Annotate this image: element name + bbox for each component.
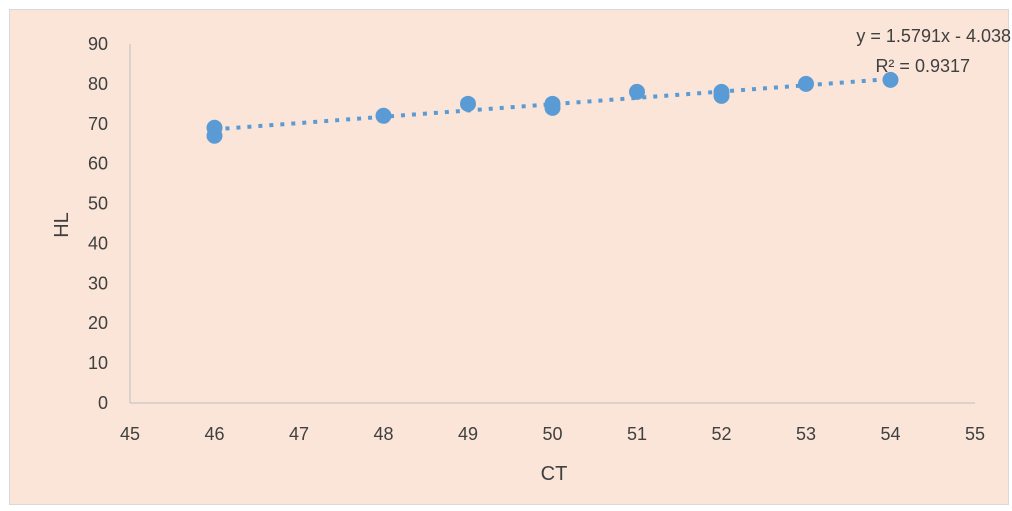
x-tick-labels: 45 46 47 48 49 50 51 52 53 54 55: [120, 424, 985, 444]
y-axis-title: HL: [51, 212, 73, 238]
y-tick-label: 40: [88, 233, 108, 253]
data-point: [375, 107, 392, 124]
data-point: [629, 83, 645, 100]
y-tick-label: 60: [88, 154, 108, 174]
x-tick-label: 47: [289, 424, 309, 444]
x-tick-label: 52: [711, 424, 731, 444]
x-tick-label: 53: [796, 424, 816, 444]
y-tick-label: 10: [88, 353, 108, 373]
y-tick-label: 50: [88, 194, 108, 214]
x-tick-label: 51: [627, 424, 647, 444]
chart-background: [10, 10, 1008, 504]
y-tick-label: 70: [88, 114, 108, 134]
x-tick-label: 50: [542, 424, 562, 444]
x-tick-label: 54: [880, 424, 900, 444]
x-tick-label: 49: [458, 424, 478, 444]
data-point: [544, 95, 561, 112]
data-points: [206, 71, 899, 144]
y-tick-label: 30: [88, 273, 108, 293]
y-tick-label: 20: [88, 313, 108, 333]
trendline-equation: y = 1.5791x - 4.038: [856, 26, 1011, 46]
data-point: [882, 71, 899, 88]
x-tick-label: 45: [120, 424, 140, 444]
data-point: [460, 95, 476, 112]
y-tick-label: 0: [98, 393, 108, 413]
trendline: [214, 76, 891, 132]
data-point: [206, 119, 223, 136]
axes: [129, 44, 975, 404]
x-tick-label: 55: [965, 424, 985, 444]
x-tick-label: 48: [373, 424, 393, 444]
y-tick-labels: 0 10 20 30 40 50 60 70 80 90: [88, 34, 108, 413]
trendline-r-squared: R² = 0.9317: [875, 56, 970, 76]
y-tick-label: 90: [88, 34, 108, 54]
data-point: [713, 83, 730, 100]
data-point: [798, 75, 814, 92]
x-axis-title: CT: [541, 463, 568, 485]
x-tick-label: 46: [204, 424, 224, 444]
y-tick-label: 80: [88, 74, 108, 94]
chart-frame: [9, 9, 1009, 505]
